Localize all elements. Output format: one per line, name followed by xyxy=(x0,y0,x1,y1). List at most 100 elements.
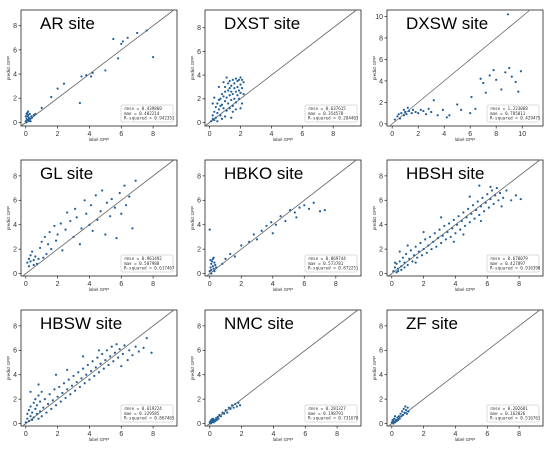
data-point xyxy=(93,374,96,378)
data-point xyxy=(227,406,230,409)
data-point xyxy=(81,367,85,370)
y-tick-label: 6 xyxy=(379,198,383,205)
site-title: ZF site xyxy=(406,314,458,333)
data-point xyxy=(128,349,131,352)
data-point xyxy=(45,411,48,414)
data-point xyxy=(83,199,86,202)
scatter-plot: 0 2 4 6 8 0 2 4 6 8 label GPP predict GPP rmse = 0.9… xyxy=(6,159,178,292)
data-point xyxy=(48,230,51,234)
x-tick-label: 2 xyxy=(239,131,243,138)
data-point xyxy=(393,118,396,121)
data-point xyxy=(487,206,490,209)
metrics-legend-text: mae = 0.573781 xyxy=(308,261,344,266)
y-tick-label: 8 xyxy=(379,35,383,42)
scatter-panel: 0 2 4 6 8 0 2 4 6 8 label GPP predict GPP rmse = 0.4… xyxy=(4,2,184,152)
x-tick-label: 4 xyxy=(87,281,91,288)
data-point xyxy=(101,352,104,356)
data-point xyxy=(209,266,212,269)
data-point xyxy=(214,266,218,269)
metrics-legend-box xyxy=(304,254,358,273)
data-point xyxy=(396,416,399,419)
data-point xyxy=(390,421,393,424)
data-point xyxy=(517,90,520,93)
data-point xyxy=(240,102,244,105)
data-point xyxy=(234,77,237,80)
data-point xyxy=(213,110,216,113)
data-point xyxy=(393,266,397,269)
y-tick-label: 0 xyxy=(13,421,17,428)
data-point xyxy=(233,255,237,258)
data-point xyxy=(32,416,35,419)
y-tick-label: 2 xyxy=(379,397,383,404)
data-point xyxy=(43,235,46,239)
x-tick-label: 2 xyxy=(240,431,244,438)
y-axis-label: predict GPP xyxy=(6,356,11,380)
data-point xyxy=(236,79,239,83)
data-point xyxy=(32,401,35,404)
data-point xyxy=(211,265,214,268)
data-point xyxy=(120,365,123,368)
data-point xyxy=(211,102,214,105)
data-point xyxy=(460,108,463,111)
data-point xyxy=(231,92,234,96)
data-point xyxy=(239,91,242,94)
data-point xyxy=(31,411,34,414)
metrics-legend-text: R-squared = 0.942351 xyxy=(124,116,175,121)
data-point xyxy=(50,248,53,251)
data-point xyxy=(131,354,134,357)
data-point xyxy=(216,120,219,123)
data-point xyxy=(323,208,326,212)
data-point xyxy=(505,189,508,192)
data-point xyxy=(408,257,411,261)
data-point xyxy=(233,82,236,85)
data-point xyxy=(223,90,227,93)
data-point xyxy=(80,227,83,230)
data-point xyxy=(270,221,273,224)
data-point xyxy=(75,216,78,219)
y-axis-label: predict GPP xyxy=(190,56,195,80)
data-point xyxy=(31,250,34,253)
data-point xyxy=(210,260,214,263)
data-point xyxy=(397,415,401,418)
data-point xyxy=(460,219,463,223)
x-tick-label: 8 xyxy=(151,281,155,288)
data-point xyxy=(393,261,397,264)
data-point xyxy=(400,265,403,268)
data-point xyxy=(31,418,34,421)
y-tick-label: 2 xyxy=(197,247,201,254)
data-point xyxy=(219,97,222,100)
data-point xyxy=(403,411,406,414)
y-tick-label: 2 xyxy=(13,397,17,404)
data-point xyxy=(27,118,31,121)
data-point xyxy=(66,368,69,371)
data-point xyxy=(424,113,428,116)
data-point xyxy=(104,69,107,72)
data-point xyxy=(27,120,31,123)
data-point xyxy=(142,346,145,349)
data-point xyxy=(145,29,148,32)
data-point xyxy=(227,89,230,92)
y-tick-label: 0 xyxy=(197,421,201,428)
data-point xyxy=(233,97,236,100)
data-point xyxy=(489,197,492,201)
metrics-legend-box xyxy=(486,254,540,273)
data-point xyxy=(454,232,457,235)
data-point xyxy=(508,66,511,70)
data-point xyxy=(110,197,113,201)
data-point xyxy=(510,75,513,78)
metrics-legend-box xyxy=(486,404,540,423)
data-point xyxy=(39,410,42,413)
data-point xyxy=(449,235,452,239)
data-point xyxy=(467,207,470,210)
data-point xyxy=(409,249,412,252)
y-tick-label: 8 xyxy=(13,23,17,30)
data-point xyxy=(42,256,45,259)
x-tick-label: 0 xyxy=(390,131,394,138)
data-point xyxy=(414,245,417,248)
data-point xyxy=(216,102,219,105)
data-point xyxy=(436,114,439,117)
x-tick-label: 6 xyxy=(302,281,306,288)
data-point xyxy=(240,87,244,90)
data-point xyxy=(234,90,237,93)
data-point xyxy=(56,395,59,398)
